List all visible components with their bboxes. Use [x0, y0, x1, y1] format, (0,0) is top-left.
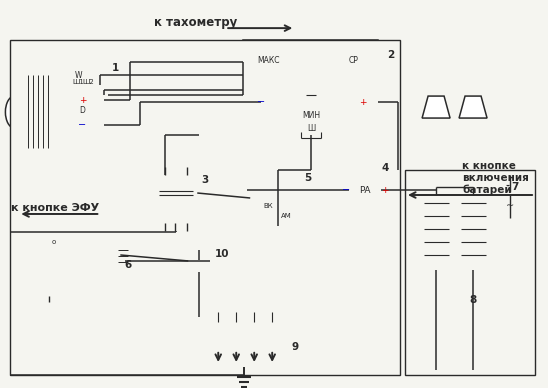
- Text: ∼: ∼: [506, 200, 514, 210]
- Bar: [96, 95, 104, 105]
- Text: СР: СР: [348, 55, 358, 64]
- Circle shape: [257, 98, 265, 106]
- Text: 10: 10: [215, 249, 230, 259]
- Circle shape: [289, 186, 296, 193]
- Circle shape: [359, 98, 367, 106]
- Bar: [72, 85, 100, 137]
- Bar: [231, 322, 241, 350]
- Circle shape: [260, 186, 267, 193]
- Bar: [457, 195, 490, 270]
- Bar: [22, 72, 77, 152]
- Text: ВК: ВК: [264, 203, 273, 209]
- Bar: [251, 48, 370, 123]
- Text: МИН: МИН: [302, 111, 320, 120]
- Circle shape: [193, 255, 206, 267]
- Text: 2: 2: [387, 50, 395, 60]
- Text: 8: 8: [470, 295, 477, 305]
- Circle shape: [78, 96, 87, 104]
- Text: −: −: [257, 97, 265, 107]
- Text: −: −: [78, 120, 87, 130]
- Polygon shape: [459, 96, 487, 118]
- Circle shape: [305, 79, 317, 91]
- Bar: [249, 322, 259, 350]
- Text: −: −: [342, 185, 350, 195]
- Text: +: +: [359, 97, 367, 107]
- Ellipse shape: [5, 96, 24, 128]
- Text: Ш1: Ш1: [72, 79, 84, 85]
- Text: Ш: Ш: [307, 123, 315, 133]
- Bar: [85, 234, 113, 252]
- Text: АМ: АМ: [281, 213, 292, 219]
- Bar: [420, 195, 453, 270]
- Text: 7: 7: [511, 182, 519, 192]
- Text: W: W: [75, 71, 82, 80]
- Text: +: +: [78, 95, 86, 105]
- Circle shape: [497, 192, 523, 218]
- Bar: [206, 312, 283, 367]
- Circle shape: [43, 232, 64, 252]
- Bar: [25, 220, 121, 288]
- Text: к тахометру: к тахометру: [153, 16, 237, 29]
- Text: Ш2: Ш2: [82, 79, 94, 85]
- Text: o: o: [52, 239, 55, 245]
- Circle shape: [260, 203, 267, 210]
- Polygon shape: [422, 270, 450, 292]
- Bar: [405, 170, 535, 375]
- Bar: [41, 288, 59, 296]
- Text: 3: 3: [202, 175, 209, 185]
- Text: к кнопке ЭФУ: к кнопке ЭФУ: [12, 203, 100, 213]
- Circle shape: [275, 178, 282, 185]
- Circle shape: [250, 170, 306, 226]
- Text: 1: 1: [112, 63, 119, 73]
- Bar: [243, 40, 378, 135]
- Bar: [30, 228, 85, 256]
- Text: РА: РА: [359, 185, 371, 194]
- Text: 5: 5: [305, 173, 312, 183]
- Bar: [267, 322, 277, 350]
- Bar: [189, 250, 210, 272]
- Circle shape: [289, 203, 296, 210]
- Ellipse shape: [10, 72, 35, 152]
- Circle shape: [349, 174, 381, 206]
- Text: 4: 4: [381, 163, 389, 173]
- Bar: [10, 40, 400, 375]
- Bar: [155, 175, 197, 223]
- Bar: [115, 248, 127, 266]
- Circle shape: [78, 121, 87, 129]
- Bar: [213, 322, 223, 350]
- Text: 9: 9: [292, 342, 299, 352]
- Polygon shape: [422, 96, 450, 118]
- Polygon shape: [459, 270, 487, 292]
- Text: к кнопке
включения
батарей: к кнопке включения батарей: [462, 161, 529, 195]
- Text: +: +: [381, 185, 389, 194]
- Text: 6: 6: [125, 260, 132, 270]
- Bar: [28, 158, 53, 166]
- Text: МАКС: МАКС: [257, 55, 279, 64]
- Text: D: D: [79, 106, 85, 114]
- Circle shape: [293, 74, 329, 110]
- Bar: [96, 120, 104, 130]
- Circle shape: [275, 211, 282, 218]
